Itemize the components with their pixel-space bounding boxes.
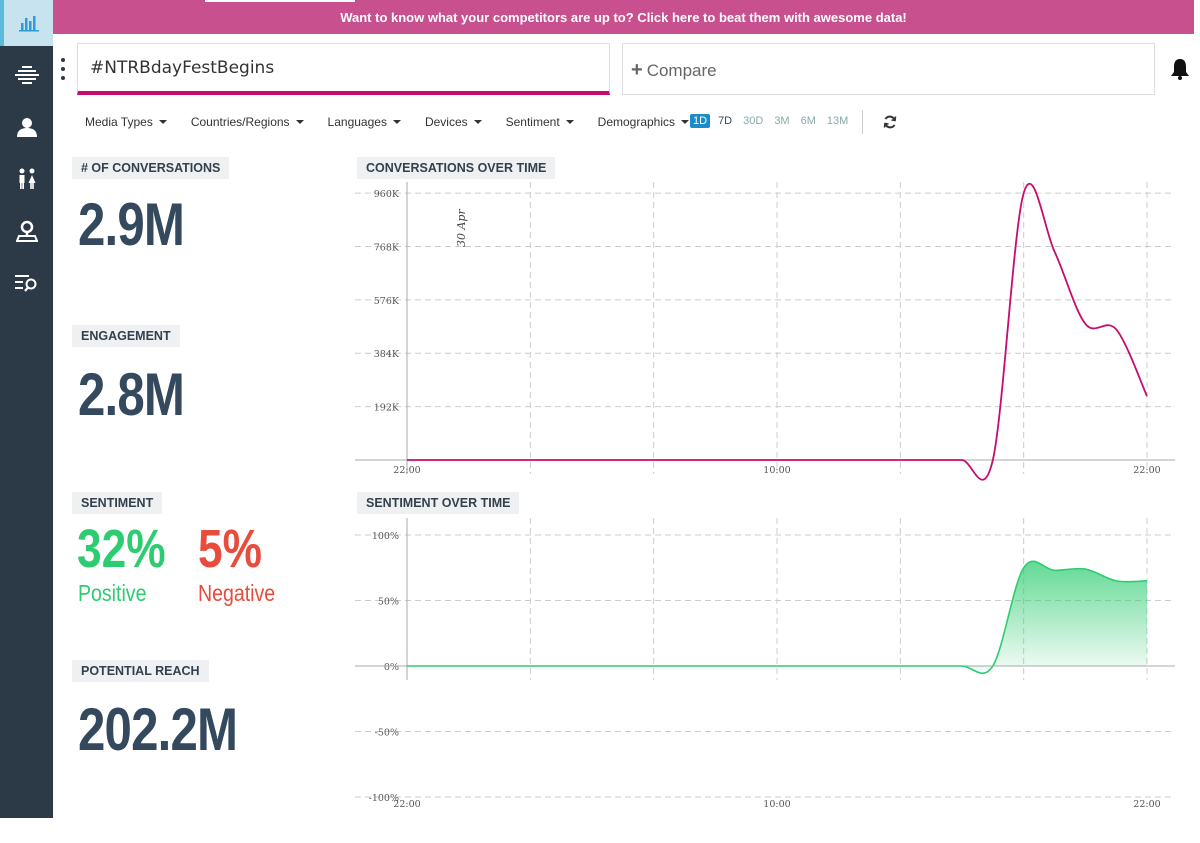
conversations-label: # OF CONVERSATIONS — [72, 157, 230, 179]
menu-dots-icon[interactable] — [58, 58, 68, 80]
filter-label: Media Types — [85, 115, 153, 129]
range-3m[interactable]: 3M — [774, 115, 790, 127]
sentiment-label: SENTIMENT — [72, 492, 163, 514]
conversations-value: 2.9M — [78, 191, 185, 258]
filter-bar: Media Types Countries/Regions Languages … — [85, 114, 713, 130]
filter-label: Demographics — [597, 115, 676, 129]
search-query-input[interactable]: #NTRBdayFestBegins — [77, 43, 610, 95]
sentiment-chart-title: SENTIMENT OVER TIME — [357, 492, 520, 514]
x-tick-label: 22:00 — [393, 465, 420, 476]
range-1d[interactable]: 1D — [690, 114, 711, 128]
toolbar-divider — [862, 110, 863, 134]
sidebar — [0, 0, 53, 818]
filter-media-types[interactable]: Media Types — [85, 115, 167, 129]
y-tick-label: 576K — [374, 296, 400, 307]
compare-input[interactable]: + Compare — [622, 43, 1155, 95]
sidebar-item-influencers[interactable] — [0, 104, 53, 150]
filter-sentiment[interactable]: Sentiment — [506, 115, 574, 129]
y-tick-label: 960K — [374, 189, 400, 200]
stream-icon — [14, 66, 39, 84]
sidebar-item-search[interactable] — [0, 260, 53, 306]
positive-value: 32% — [77, 519, 166, 579]
gender-icon — [19, 168, 35, 189]
y-tick-label: -100% — [369, 793, 399, 804]
sidebar-item-locations[interactable] — [0, 208, 53, 254]
caret-down-icon — [473, 120, 482, 124]
x-tick-label: 10:00 — [763, 799, 790, 810]
negative-label: Negative — [198, 580, 276, 606]
y-tick-label: 100% — [372, 531, 399, 542]
caret-down-icon — [295, 120, 304, 124]
sidebar-item-stream[interactable] — [0, 52, 53, 98]
y-tick-label: 384K — [374, 349, 400, 360]
caret-down-icon — [392, 120, 401, 124]
refresh-icon[interactable] — [883, 115, 897, 129]
engagement-value: 2.8M — [78, 361, 185, 428]
reach-value: 202.2M — [78, 696, 238, 763]
user-icon — [16, 118, 37, 137]
sidebar-item-overview[interactable] — [0, 0, 53, 46]
x-tick-label: 10:00 — [763, 465, 790, 476]
range-30d[interactable]: 30D — [743, 115, 764, 127]
caret-down-icon — [565, 120, 574, 124]
time-range-selector: 1D 7D 30D 3M 6M 13M — [690, 114, 856, 128]
filter-label: Countries/Regions — [190, 115, 290, 129]
filter-label: Sentiment — [505, 115, 560, 129]
promo-banner[interactable]: Want to know what your competitors are u… — [53, 0, 1194, 34]
x-tick-label: 22:00 — [1133, 465, 1160, 476]
y-tick-label: 0% — [384, 662, 399, 673]
sidebar-item-demographics[interactable] — [0, 156, 53, 202]
plus-icon: + — [631, 59, 643, 81]
x-tick-label: 22:00 — [1133, 799, 1160, 810]
bar-chart-icon — [18, 16, 39, 32]
reach-label: POTENTIAL REACH — [72, 660, 209, 682]
caret-down-icon — [158, 120, 167, 124]
conversations-line — [407, 182, 1148, 481]
y-tick-label: 50% — [378, 597, 399, 608]
y-tick-label: 192K — [374, 403, 400, 414]
conversations-chart-title: CONVERSATIONS OVER TIME — [357, 157, 556, 179]
conversations-chart: 960K 768K 576K 384K 192K 22:00 10:00 22:00 30 Ap… — [355, 182, 1175, 481]
sentiment-chart: 100%50%0%-50%-100%22:00 10:00 22:00 — [355, 518, 1175, 810]
y-tick-label: -50% — [375, 728, 399, 739]
date-annotation: 30 Apr — [455, 209, 468, 247]
compare-label: Compare — [646, 61, 717, 80]
sentiment-area — [407, 561, 1147, 674]
x-tick-label: 22:00 — [393, 799, 420, 810]
positive-label: Positive — [78, 580, 147, 606]
filter-devices[interactable]: Devices — [425, 115, 482, 129]
caret-down-icon — [681, 120, 690, 124]
search-list-icon — [14, 275, 36, 292]
filter-label: Devices — [424, 115, 468, 129]
bell-icon[interactable] — [1170, 58, 1190, 80]
y-tick-label: 768K — [374, 242, 400, 253]
filter-label: Languages — [327, 115, 387, 129]
filter-demographics[interactable]: Demographics — [597, 115, 690, 129]
filter-countries[interactable]: Countries/Regions — [191, 115, 304, 129]
sentiment-line — [407, 560, 1148, 674]
range-13m[interactable]: 13M — [826, 115, 849, 127]
location-icon — [15, 220, 38, 242]
negative-value: 5% — [198, 519, 262, 579]
engagement-label: ENGAGEMENT — [72, 325, 180, 347]
range-6m[interactable]: 6M — [800, 115, 816, 127]
range-7d[interactable]: 7D — [718, 115, 733, 127]
banner-highlight — [205, 0, 355, 2]
filter-languages[interactable]: Languages — [328, 115, 401, 129]
